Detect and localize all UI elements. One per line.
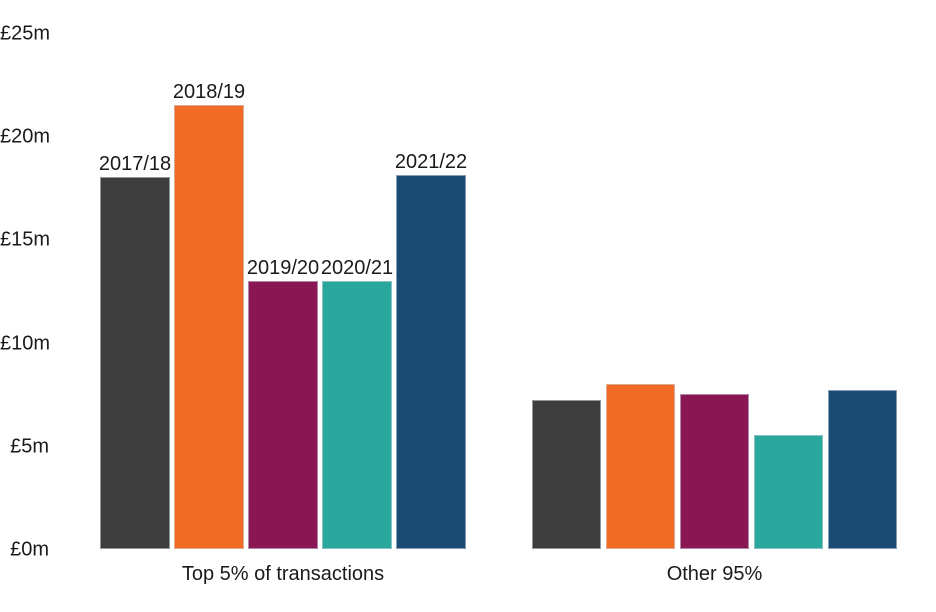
bar-2021-22: 2021/22	[395, 151, 467, 549]
bar-label-2021-22: 2021/22	[394, 151, 468, 173]
bar-2017-18: 2017/18	[99, 153, 171, 549]
y-tick-label: £20m	[0, 125, 51, 148]
bar-2021-22	[828, 390, 897, 549]
y-tick-label: £0m	[10, 538, 49, 561]
bar-group-other95	[532, 384, 897, 549]
bar-2020-21: 2020/21	[321, 257, 393, 549]
bar-2018-19: 2018/19	[173, 81, 245, 549]
y-tick-label: £25m	[0, 22, 51, 45]
bar-2019-20: 2019/20	[247, 257, 319, 549]
bar-label-2018-19: 2018/19	[172, 81, 246, 103]
bar-2020-21	[754, 435, 823, 549]
bar-label-2019-20: 2019/20	[246, 257, 320, 279]
bar-group-top5: 2017/18 2018/19 2019/20 2020/21 2021/22	[99, 81, 467, 549]
bar-label-2020-21: 2020/21	[320, 257, 394, 279]
bar-2018-19	[606, 384, 675, 549]
category-label-top5: Top 5% of transactions	[181, 563, 385, 585]
bar-2019-20	[680, 394, 749, 549]
bar-label-2017-18: 2017/18	[98, 153, 172, 175]
y-tick-label: £10m	[0, 332, 51, 355]
category-label-other95: Other 95%	[666, 563, 763, 585]
y-tick-label: £15m	[0, 228, 51, 251]
y-tick-label: £5m	[10, 435, 49, 458]
bar-2017-18	[532, 400, 601, 549]
